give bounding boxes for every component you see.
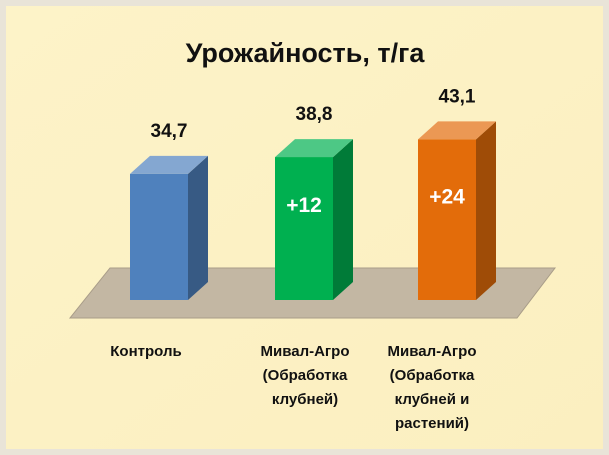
chart-title: Урожайность, т/га xyxy=(186,38,426,68)
bar-side xyxy=(188,155,208,300)
bar xyxy=(418,139,476,300)
bar-side xyxy=(333,139,353,300)
bar-annotation: +12 xyxy=(286,194,322,217)
bar-top xyxy=(418,121,496,140)
x-tick-label: Мивал-Агро (Обработка клубней и растений) xyxy=(387,343,476,432)
bar-side xyxy=(476,121,496,301)
bar-top xyxy=(275,139,353,158)
bar xyxy=(275,157,333,300)
x-tick-label: Мивал-Агро (Обработка клубней) xyxy=(260,343,349,408)
bar-annotation: +24 xyxy=(429,185,465,208)
value-label: 34,7 xyxy=(151,121,188,142)
bar xyxy=(130,173,188,300)
value-label: 38,8 xyxy=(296,104,333,125)
bar-top xyxy=(130,155,208,174)
value-label: 43,1 xyxy=(439,86,476,107)
x-tick-label: Контроль xyxy=(110,343,181,360)
